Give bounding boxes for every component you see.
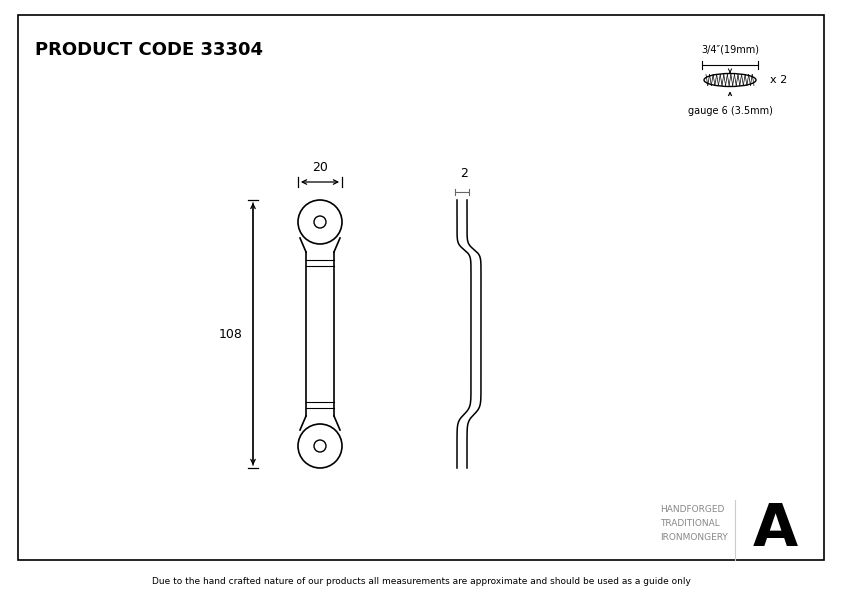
Text: Due to the hand crafted nature of our products all measurements are approximate : Due to the hand crafted nature of our pr… bbox=[152, 578, 690, 586]
Text: HANDFORGED: HANDFORGED bbox=[660, 505, 724, 514]
Text: 3/4″(19mm): 3/4″(19mm) bbox=[701, 45, 759, 55]
Text: IRONMONGERY: IRONMONGERY bbox=[660, 533, 727, 542]
Text: 20: 20 bbox=[312, 161, 328, 174]
Text: TRADITIONAL: TRADITIONAL bbox=[660, 519, 720, 528]
Circle shape bbox=[298, 424, 342, 468]
Circle shape bbox=[314, 440, 326, 452]
Text: A: A bbox=[753, 501, 797, 558]
Text: x 2: x 2 bbox=[770, 75, 787, 85]
Text: 108: 108 bbox=[219, 327, 243, 340]
Circle shape bbox=[314, 216, 326, 228]
Circle shape bbox=[298, 200, 342, 244]
Text: gauge 6 (3.5mm): gauge 6 (3.5mm) bbox=[688, 106, 772, 116]
Text: PRODUCT CODE 33304: PRODUCT CODE 33304 bbox=[35, 41, 263, 59]
Text: 2: 2 bbox=[460, 167, 468, 180]
Ellipse shape bbox=[704, 73, 756, 86]
